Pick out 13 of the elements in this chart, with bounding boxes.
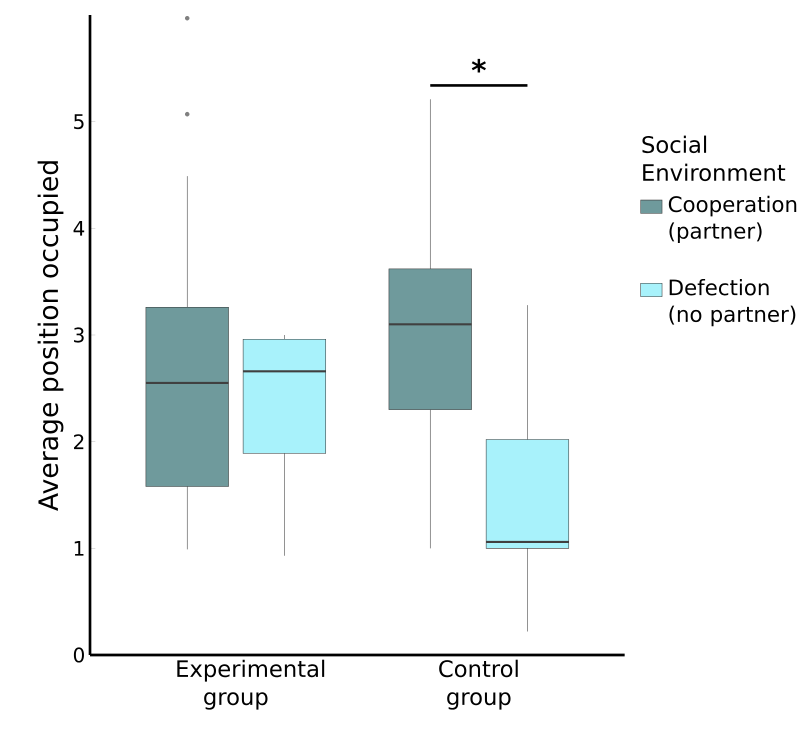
y-axis-title: Average position occupied bbox=[38, 161, 64, 511]
y-tick-label: 0 bbox=[74, 647, 84, 663]
y-tick-label: 2 bbox=[74, 434, 84, 450]
x-tick-label: Control group bbox=[439, 660, 518, 710]
x-tick-label: Experimental group bbox=[177, 660, 324, 710]
legend-label: Cooperation (partner) bbox=[668, 196, 796, 244]
y-tick-label: 4 bbox=[74, 221, 84, 236]
legend-title: Social Environment bbox=[642, 136, 786, 182]
y-tick-label: 5 bbox=[74, 114, 84, 130]
y-tick-label: 1 bbox=[74, 541, 84, 556]
legend-label: Defection (no partner) bbox=[669, 278, 796, 326]
y-tick-label: 3 bbox=[74, 327, 84, 343]
annotation: * bbox=[472, 58, 486, 73]
